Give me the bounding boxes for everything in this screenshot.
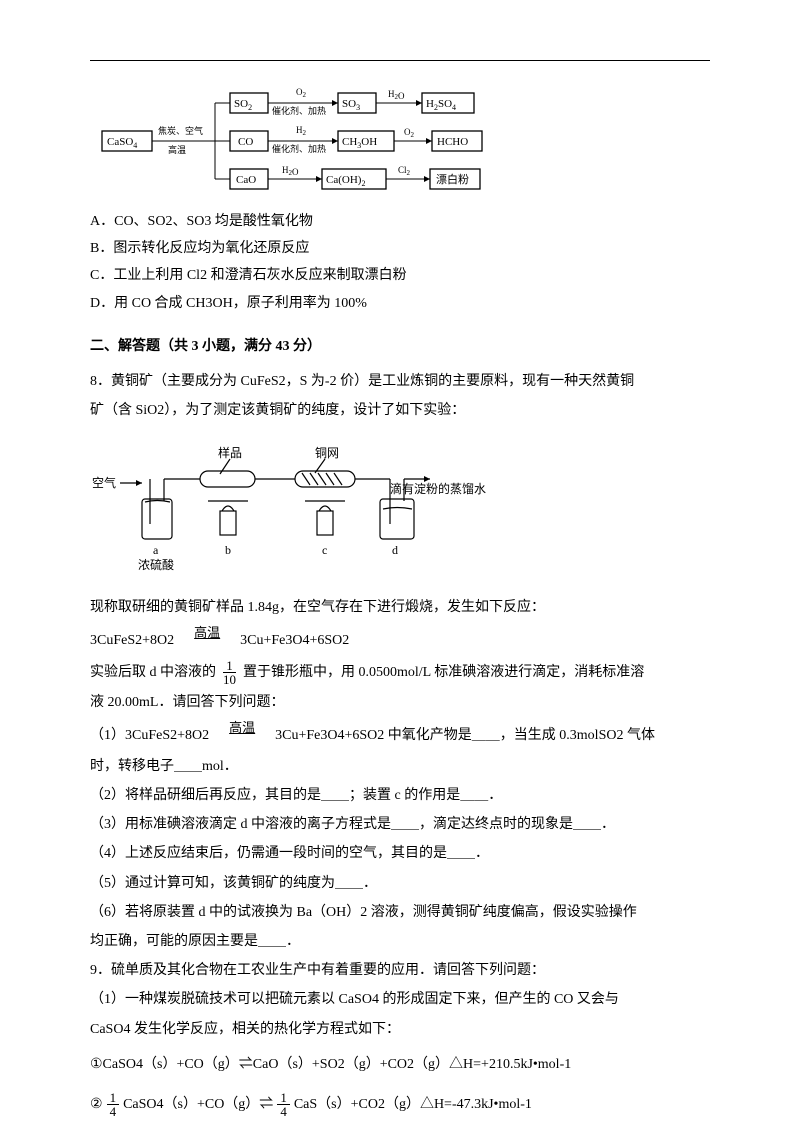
svg-text:焦炭、空气: 焦炭、空气 (158, 125, 203, 136)
option-c: C．工业上利用 Cl2 和澄清石灰水反应来制取漂白粉 (90, 263, 710, 288)
option-d: D．用 CO 合成 CH3OH，原子利用率为 100% (90, 291, 710, 316)
svg-text:高温: 高温 (168, 144, 186, 155)
section-2-title: 二、解答题（共 3 小题，满分 43 分） (90, 334, 710, 359)
svg-text:铜网: 铜网 (315, 445, 339, 460)
svg-text:滴有淀粉的蒸馏水: 滴有淀粉的蒸馏水 (390, 481, 486, 496)
svg-text:催化剂、加热: 催化剂、加热 (272, 105, 326, 116)
option-a: A．CO、SO2、SO3 均是酸性氧化物 (90, 209, 710, 234)
q8-s6b: 均正确，可能的原因主要是＿＿． (90, 929, 710, 954)
q8-p3: 现称取研细的黄铜矿样品 1.84g，在空气存在下进行煅烧，发生如下反应： (90, 595, 710, 620)
label-air-in: 空气 (92, 475, 116, 490)
q8-s2: （2）将样品研细后再反应，其目的是＿＿；装置 c 的作用是＿＿． (90, 783, 710, 808)
q8-s6a: （6）若将原装置 d 中的试液换为 Ba（OH）2 溶液，测得黄铜矿纯度偏高，假… (90, 900, 710, 925)
svg-text:c: c (322, 543, 327, 557)
q8-p1: 8．黄铜矿（主要成分为 CuFeS2，S 为-2 价）是工业炼铜的主要原料，现有… (90, 369, 710, 394)
svg-text:Cl2: Cl2 (398, 165, 411, 177)
svg-text:浓硫酸: 浓硫酸 (138, 557, 174, 572)
q8-p4: 实验后取 d 中溶液的 110 置于锥形瓶中，用 0.0500mol/L 标准碘… (90, 659, 710, 686)
svg-text:O2: O2 (296, 87, 307, 99)
experiment-diagram: .t2{font-family:SimSun,serif;font-size:1… (90, 429, 710, 588)
svg-text:CaO: CaO (236, 174, 256, 186)
svg-text:HCHO: HCHO (437, 136, 468, 148)
svg-text:CaSO4: CaSO4 (107, 136, 137, 150)
reaction-1: 3CuFeS2+8O2 高温 3Cu+Fe3O4+6SO2 (90, 626, 710, 653)
svg-text:H2O: H2O (388, 89, 405, 101)
svg-text:H2O: H2O (282, 165, 299, 177)
q9-p1: 9．硫单质及其化合物在工农业生产中有着重要的应用．请回答下列问题： (90, 958, 710, 983)
svg-text:O2: O2 (404, 127, 415, 139)
svg-text:a: a (153, 543, 159, 557)
q8-p5: 液 20.00mL．请回答下列问题： (90, 690, 710, 715)
svg-text:CO: CO (238, 136, 253, 148)
svg-text:漂白粉: 漂白粉 (436, 172, 469, 186)
svg-text:样品: 样品 (218, 445, 242, 460)
svg-text:H2SO4: H2SO4 (426, 98, 456, 112)
svg-text:Ca(OH)2: Ca(OH)2 (326, 174, 365, 188)
q8-s3: （3）用标准碘溶液滴定 d 中溶液的离子方程式是＿＿，滴定达终点时的现象是＿＿． (90, 812, 710, 837)
svg-text:H2: H2 (296, 125, 307, 137)
q8-p2: 矿（含 SiO2），为了测定该黄铜矿的纯度，设计了如下实验： (90, 398, 710, 423)
svg-text:催化剂、加热: 催化剂、加热 (272, 143, 326, 154)
flowchart-diagram: .bx { fill: #fff; stroke: #000; stroke-w… (100, 81, 710, 201)
option-b: B．图示转化反应均为氧化还原反应 (90, 236, 710, 261)
svg-text:b: b (225, 543, 231, 557)
q8-s1-reaction: （1）3CuFeS2+8O2 高温 3Cu+Fe3O4+6SO2 中氧化产物是＿… (90, 721, 710, 748)
q9-eq1: ①CaSO4（s）+CO（g）⇌CaO（s）+SO2（g）+CO2（g）△H=+… (90, 1052, 710, 1077)
q9-eq2: ② 14 CaSO4（s）+CO（g）⇌ 14 CaS（s）+CO2（g）△H=… (90, 1091, 710, 1118)
svg-text:d: d (392, 543, 398, 557)
q8-s5: （5）通过计算可知，该黄铜矿的纯度为＿＿． (90, 871, 710, 896)
q9-p2: （1）一种煤炭脱硫技术可以把硫元素以 CaSO4 的形成固定下来，但产生的 CO… (90, 987, 710, 1012)
q9-p3: CaSO4 发生化学反应，相关的热化学方程式如下： (90, 1017, 710, 1042)
q8-s1c: 时，转移电子＿＿mol． (90, 754, 710, 779)
q8-s4: （4）上述反应结束后，仍需通一段时间的空气，其目的是＿＿． (90, 841, 710, 866)
